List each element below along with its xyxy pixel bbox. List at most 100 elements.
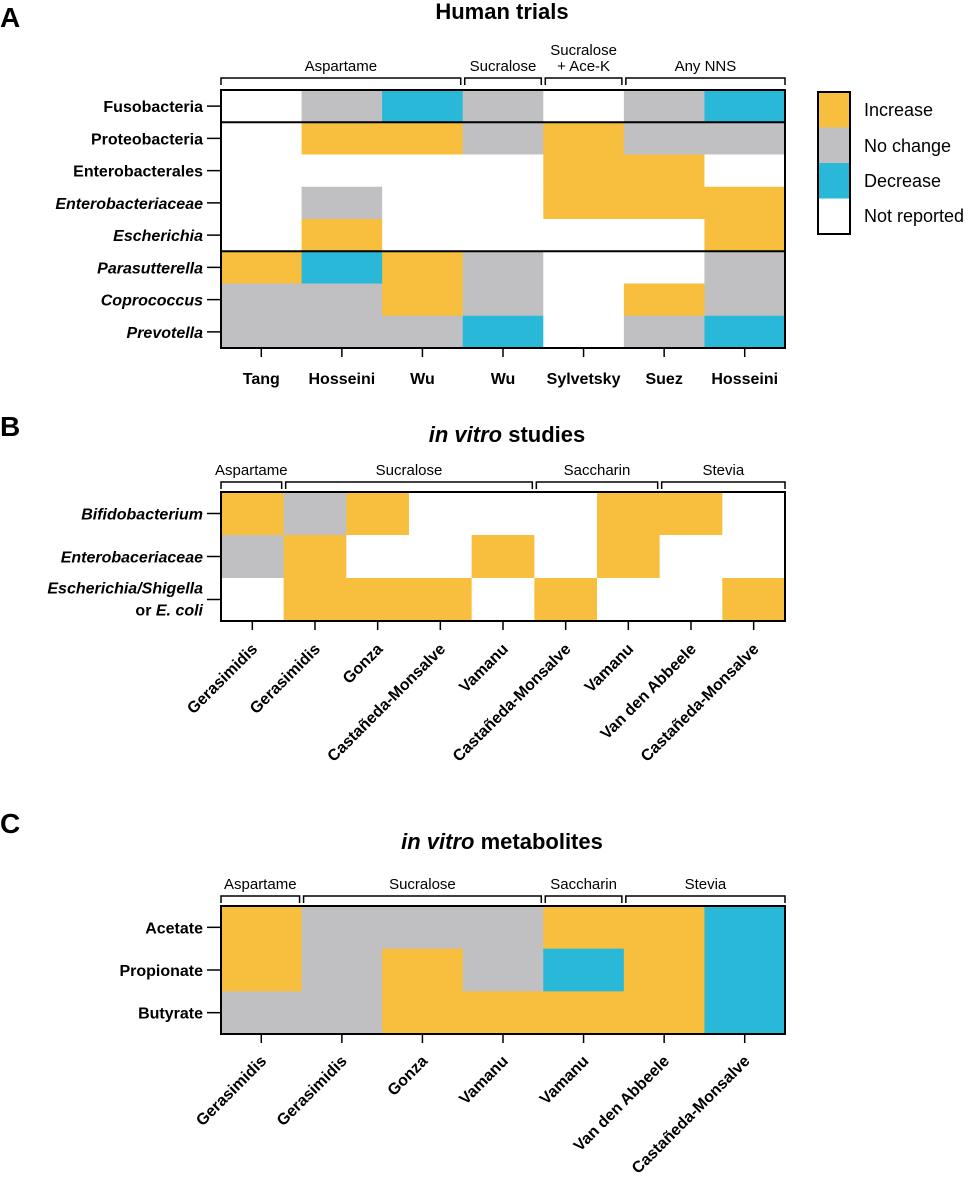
panel-b-row-label: Enterobaceriaceae [61, 550, 203, 567]
panel-c-title-italic: in vitro [401, 829, 474, 854]
panel-c-col-label: Gerasimidis [274, 1053, 351, 1130]
panel-b-cell-r2-c2 [346, 578, 410, 622]
panel-a-cell-r4-c5 [623, 219, 705, 252]
panel-b-cell-r0-c1 [283, 492, 347, 536]
panel-b-cell-r2-c7 [659, 578, 723, 622]
panel-a-cell-r4-c6 [704, 219, 786, 252]
panel-b-cell-r2-c0 [221, 578, 285, 622]
panel-c-col-label: Vamanu [456, 1053, 511, 1108]
panel-a-cell-r5-c1 [301, 251, 383, 284]
panel-a-row-label: Enterobacterales [73, 164, 203, 181]
panel-a-cell-r3-c5 [623, 186, 705, 220]
panel-c-col-label: Vamanu [537, 1053, 592, 1108]
panel-b-col-label: Vamanu [456, 641, 511, 696]
panel-b-cell-r2-c6 [597, 578, 661, 622]
panel-b-row-label: Bifidobacterium [81, 507, 203, 524]
panel-a-group-label: Sucralose + Ace-K [550, 42, 617, 75]
panel-b-group-label: Saccharin [564, 462, 631, 479]
panel-c-cell-r0-c0 [221, 906, 303, 950]
panel-a-group-bracket [463, 77, 543, 85]
panel-b-cell-r0-c7 [659, 492, 723, 536]
panel-b-cell-r2-c5 [534, 578, 598, 622]
panel-a-heatmap: A Human trials Fusobacteria Proteobacteri… [0, 0, 786, 388]
panel-a-cell-r3-c6 [704, 186, 786, 220]
panel-b-cell-r1-c6 [597, 535, 661, 579]
panel-a-group-bracket [220, 77, 462, 85]
panel-c-row-label: Propionate [119, 963, 203, 980]
panel-b-cell-r2-c4 [471, 578, 535, 622]
panel-b-group-bracket [220, 481, 283, 489]
panel-b-cell-r1-c4 [471, 535, 535, 579]
panel-c-title-rest: metabolites [474, 829, 602, 854]
panel-a-cell-r1-c1 [301, 122, 383, 155]
panel-b-cell-r1-c3 [409, 535, 473, 579]
panel-a-group-label: Sucralose [470, 58, 537, 75]
panel-c-group-label: Stevia [685, 876, 727, 893]
panel-b-group-label: Stevia [702, 462, 744, 479]
panel-a-cell-r3-c0 [221, 186, 303, 220]
panel-b-cell-r1-c0 [221, 535, 285, 579]
panel-b-cell-r0-c6 [597, 492, 661, 536]
panel-a-cell-r1-c2 [382, 122, 464, 155]
panel-b-group-label: Sucralose [376, 462, 443, 479]
panel-a-cell-r3-c4 [543, 186, 625, 220]
panel-b-col-label: Castañeda-Monsalve [325, 641, 450, 766]
panel-a-cell-r7-c0 [221, 315, 303, 349]
legend: Increase No change Decrease Not reported [817, 91, 964, 235]
panel-c-cell-r1-c3 [462, 948, 544, 992]
panel-a-cell-r4-c4 [543, 219, 625, 252]
legend-label-decrease: Decrease [864, 171, 941, 191]
panel-c-row-label: Acetate [145, 920, 203, 937]
panel-a-row-label: Prevotella [127, 325, 204, 342]
panel-a-cell-r4-c0 [221, 219, 303, 252]
panel-b-col-label: Gonza [340, 641, 387, 688]
panel-c-col-label: Gerasimidis [193, 1053, 270, 1130]
legend-label-increase: Increase [864, 100, 933, 120]
panel-letter-b: B [0, 411, 20, 442]
panel-a-col-label: Tang [243, 371, 280, 388]
panel-a-cell-r5-c6 [704, 251, 786, 284]
legend-swatch-no-change [818, 127, 850, 163]
panel-c-title: in vitro metabolites [401, 829, 603, 854]
panel-a-cell-r6-c2 [382, 283, 464, 317]
panel-c-cell-r0-c5 [623, 906, 705, 950]
panel-a-cell-r4-c2 [382, 219, 464, 252]
panel-c-group-bracket [302, 895, 543, 903]
panel-b-cell-r0-c4 [471, 492, 535, 536]
panel-c-cell-r0-c4 [543, 906, 625, 950]
panel-c-group-bracket [220, 895, 301, 903]
panel-c-cell-r2-c6 [704, 991, 786, 1035]
panel-a-row-label: Enterobacteriaceae [55, 196, 203, 213]
panel-c-cell-r2-c4 [543, 991, 625, 1035]
panel-b-cell-r1-c8 [722, 535, 786, 579]
panel-b-cell-r0-c5 [534, 492, 598, 536]
panel-a-cell-r0-c4 [543, 90, 625, 123]
panel-a-cell-r5-c4 [543, 251, 625, 284]
panel-b-group-label: Aspartame [215, 462, 288, 479]
panel-a-cell-r0-c2 [382, 90, 464, 123]
panel-b-cell-r0-c3 [409, 492, 473, 536]
panel-c-cell-r2-c5 [623, 991, 705, 1035]
panel-b-cell-r2-c8 [722, 578, 786, 622]
panel-c-cell-r1-c1 [301, 948, 383, 992]
panel-c-row-label: Butyrate [138, 1006, 203, 1023]
panel-b-group-bracket [284, 481, 534, 489]
panel-a-cell-r7-c6 [704, 315, 786, 349]
panel-a-cell-r7-c4 [543, 315, 625, 349]
legend-swatch-decrease [818, 163, 850, 199]
panel-b-cell-r1-c5 [534, 535, 598, 579]
panel-a-cell-r3-c1 [301, 186, 383, 220]
panel-a-row-label: Coprococcus [101, 293, 203, 310]
panel-a-cell-r1-c3 [462, 122, 544, 155]
panel-a-cell-r1-c0 [221, 122, 303, 155]
panel-a-cell-r2-c6 [704, 154, 786, 188]
panel-a-cell-r2-c5 [623, 154, 705, 188]
panel-b-cell-r0-c0 [221, 492, 285, 536]
panel-a-cell-r2-c3 [462, 154, 544, 188]
panel-a-cell-r2-c2 [382, 154, 464, 188]
panel-c-cell-r1-c2 [382, 948, 464, 992]
panel-letter-a: A [0, 2, 20, 33]
panel-a-cell-r0-c5 [623, 90, 705, 123]
panel-b-row-label: Escherichia/Shigella or E. coli [47, 581, 203, 620]
